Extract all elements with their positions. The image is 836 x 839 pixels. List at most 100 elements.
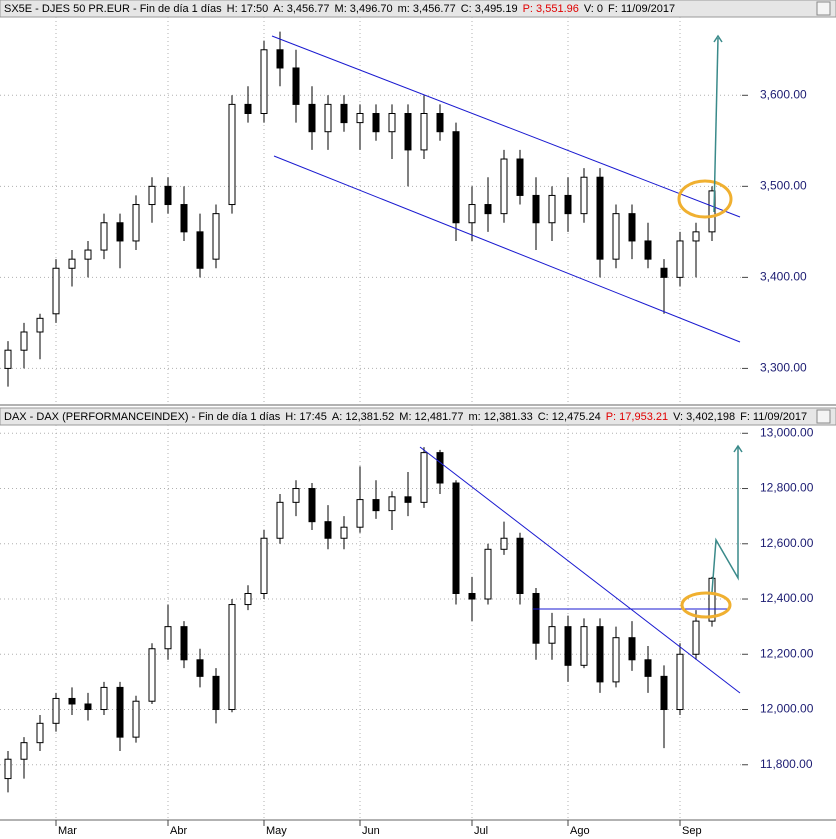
candle-body <box>4 349 12 369</box>
candle-body <box>164 626 172 650</box>
highlight-circle <box>677 179 733 219</box>
candle-body <box>692 620 700 655</box>
x-tick-label: Jun <box>362 825 380 837</box>
trend-line <box>419 446 741 694</box>
candle-body <box>532 194 540 224</box>
projection-arrow <box>711 446 739 593</box>
header-field: A: 3,456.77 <box>273 3 329 15</box>
highlight-circle <box>680 591 732 619</box>
candle-body <box>468 204 476 224</box>
candle-body <box>308 103 316 133</box>
candle-body <box>52 267 60 315</box>
candle-body <box>292 488 300 503</box>
candle-body <box>708 577 716 622</box>
candle-body <box>372 113 380 133</box>
arrow-head <box>733 444 743 453</box>
header-bar <box>0 0 836 18</box>
candle-body <box>388 113 396 133</box>
y-tick-label: 12,200.00 <box>760 646 814 660</box>
header-field: DAX - DAX (PERFORMANCEINDEX) - Fin de dí… <box>4 411 281 423</box>
candle-body <box>404 113 412 151</box>
candle-body <box>628 213 636 242</box>
candle-body <box>452 482 460 594</box>
arrow-head <box>713 34 723 43</box>
candle-body <box>580 626 588 666</box>
close-button[interactable] <box>816 1 831 16</box>
candle-body <box>100 222 108 251</box>
candle-body <box>532 592 540 644</box>
candle-body <box>516 158 524 196</box>
candle-body <box>612 213 620 260</box>
candle-body <box>452 131 460 224</box>
candle-body <box>132 700 140 738</box>
header-field: C: 3,495.19 <box>461 3 518 15</box>
y-tick-label: 11,800.00 <box>760 757 813 771</box>
candle-body <box>628 637 636 661</box>
candle-body <box>212 213 220 260</box>
x-tick-label: Ago <box>570 825 590 837</box>
candle-body <box>68 258 76 269</box>
candle-body <box>644 240 652 260</box>
candle-body <box>180 626 188 661</box>
candle-body <box>132 204 140 242</box>
candle-body <box>244 592 252 606</box>
candle-body <box>68 697 76 705</box>
y-tick-label: 3,500.00 <box>760 179 807 193</box>
header-field: m: 12,381.33 <box>469 411 533 423</box>
candle-body <box>260 49 268 114</box>
candle-body <box>692 231 700 242</box>
candle-body <box>196 231 204 269</box>
candle-body <box>100 686 108 711</box>
candle-body <box>372 499 380 512</box>
candle-body <box>116 222 124 242</box>
candle-body <box>36 317 44 333</box>
candle-body <box>436 113 444 133</box>
candle-body <box>20 742 28 760</box>
candle-body <box>596 176 604 260</box>
y-tick-label: 12,800.00 <box>760 481 814 495</box>
candle-body <box>180 204 188 233</box>
candle-body <box>84 703 92 711</box>
header-field: F: 11/09/2017 <box>740 411 807 423</box>
y-tick-label: 12,600.00 <box>760 536 814 550</box>
candle-body <box>468 592 476 600</box>
x-tick-label: Sep <box>682 825 702 837</box>
y-tick-label: 3,300.00 <box>760 361 807 375</box>
candle-body <box>564 626 572 666</box>
candle-body <box>660 675 668 711</box>
x-tick-label: Jul <box>474 825 488 837</box>
header-field: M: 3,496.70 <box>335 3 393 15</box>
candle-body <box>4 758 12 780</box>
y-tick-label: 12,400.00 <box>760 591 814 605</box>
candle-body <box>484 548 492 600</box>
candle-body <box>516 537 524 594</box>
header-field: P: 17,953.21 <box>606 411 668 423</box>
candle-body <box>84 249 92 260</box>
x-tick-label: Abr <box>170 825 187 837</box>
candle-body <box>404 496 412 503</box>
y-tick-label: 13,000.00 <box>760 425 814 439</box>
candle-body <box>500 537 508 550</box>
header-field: SX5E - DJES 50 PR.EUR - Fin de día 1 día… <box>4 3 222 15</box>
header-text: DAX - DAX (PERFORMANCEINDEX) - Fin de dí… <box>4 411 807 423</box>
candle-body <box>500 158 508 215</box>
x-tick-label: May <box>266 825 287 837</box>
candle-body <box>484 204 492 215</box>
candle-body <box>548 194 556 224</box>
candle-body <box>420 452 428 503</box>
trend-line <box>273 155 741 343</box>
candle-body <box>212 675 220 711</box>
candle-body <box>324 521 332 539</box>
candle-body <box>388 496 396 512</box>
annotations <box>271 34 743 694</box>
header-field: H: 17:50 <box>227 3 269 15</box>
candle-body <box>228 103 236 206</box>
candle-body <box>164 185 172 206</box>
candle-body <box>116 686 124 738</box>
candle-body <box>596 626 604 683</box>
candle-body <box>260 537 268 594</box>
candle-body <box>548 626 556 644</box>
header-field: H: 17:45 <box>285 411 327 423</box>
close-button[interactable] <box>816 409 831 424</box>
